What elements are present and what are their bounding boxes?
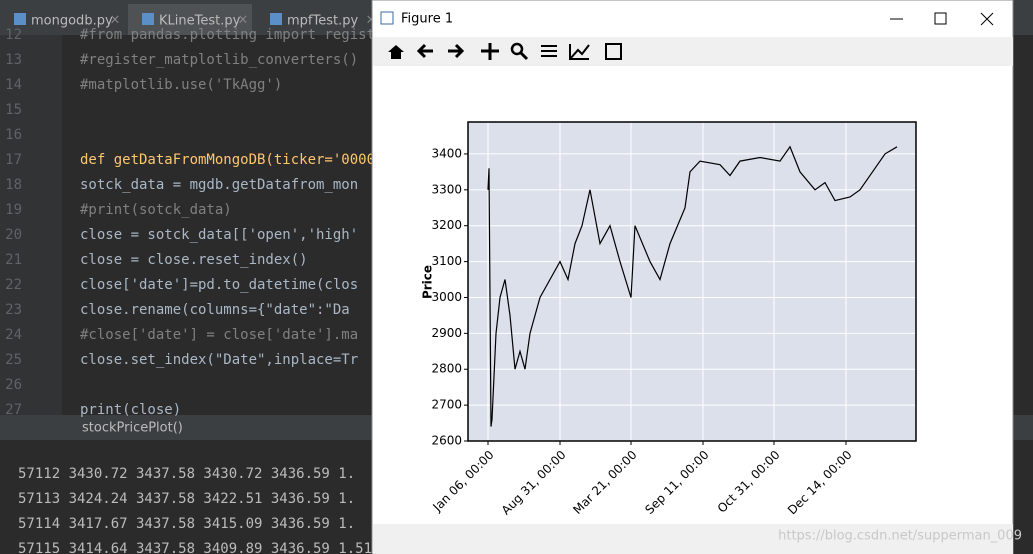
line-number: 18 bbox=[5, 177, 22, 193]
status-bar bbox=[373, 524, 1013, 554]
line-number: 23 bbox=[5, 302, 22, 318]
line-number: 13 bbox=[5, 52, 22, 68]
y-tick-label: 3100 bbox=[431, 254, 462, 268]
pan-button[interactable] bbox=[481, 43, 499, 60]
line-number: 19 bbox=[5, 202, 22, 218]
y-axis-label: Price bbox=[421, 265, 435, 299]
code-line: print(close) bbox=[80, 402, 181, 418]
code-line: #close['date'] = close['date'].ma bbox=[80, 327, 358, 343]
maximize-button[interactable] bbox=[934, 12, 947, 25]
line-number: 24 bbox=[5, 327, 22, 343]
close-button[interactable] bbox=[980, 12, 994, 26]
y-tick-label: 3400 bbox=[431, 146, 462, 160]
breadcrumb: stockPricePlot() bbox=[82, 421, 183, 436]
code-line: close['date']=pd.to_datetime(clos bbox=[80, 277, 358, 293]
tab-icon bbox=[270, 13, 282, 25]
tab-close: × bbox=[110, 13, 121, 28]
code-line: def getDataFromMongoDB(ticker='00000 bbox=[80, 152, 383, 168]
tab-label: KLineTest.py bbox=[159, 14, 241, 29]
line-number: 21 bbox=[5, 252, 22, 268]
window-title: Figure 1 bbox=[401, 12, 453, 27]
line-number: 15 bbox=[5, 102, 22, 118]
line-number: 26 bbox=[5, 377, 22, 393]
line-number: 20 bbox=[5, 227, 22, 243]
y-tick-label: 3000 bbox=[431, 290, 462, 304]
y-tick-label: 3200 bbox=[431, 218, 462, 232]
code-line: #from pandas.plotting import register bbox=[80, 27, 392, 43]
code-line: #matplotlib.use('TkAgg') bbox=[80, 77, 282, 93]
tab-label: mpfTest.py bbox=[287, 14, 358, 29]
y-tick-label: 2900 bbox=[431, 326, 462, 340]
line-number: 12 bbox=[5, 27, 22, 43]
line-number: 25 bbox=[5, 352, 22, 368]
y-tick-label: 2700 bbox=[431, 398, 462, 412]
tab-icon bbox=[14, 13, 26, 25]
y-tick-label: 2800 bbox=[431, 362, 462, 376]
toolbar bbox=[373, 37, 1013, 66]
axes-frame bbox=[467, 121, 917, 442]
plot-area bbox=[468, 122, 916, 441]
line-number: 27 bbox=[5, 402, 22, 418]
console-row: 57115 3414.64 3437.58 3409.89 3436.59 1.… bbox=[18, 541, 439, 554]
console-row: 57113 3424.24 3437.58 3422.51 3436.59 1. bbox=[18, 491, 355, 507]
code-line: #print(sotck_data) bbox=[80, 202, 232, 218]
gutter bbox=[0, 35, 62, 415]
watermark: https://blog.csdn.net/supperman_009 bbox=[778, 529, 1022, 544]
back-button[interactable] bbox=[416, 43, 433, 59]
console-row: 57112 3430.72 3437.58 3430.72 3436.59 1. bbox=[18, 466, 355, 482]
price-line bbox=[487, 145, 898, 427]
y-tick-label: 3300 bbox=[431, 182, 462, 196]
subplots-button[interactable] bbox=[541, 45, 557, 57]
zoom-button[interactable] bbox=[510, 42, 529, 61]
axes-button[interactable] bbox=[569, 44, 590, 60]
code-line: close = sotck_data[['open','high' bbox=[80, 227, 358, 243]
tab-label: mongodb.py bbox=[31, 14, 113, 29]
line-number: 16 bbox=[5, 127, 22, 143]
save-button[interactable] bbox=[605, 43, 622, 60]
figure-window: Figure 1 Price 2600 2700 2800 2900 3000 3100 3… bbox=[371, 0, 1014, 554]
forward-button[interactable] bbox=[448, 43, 465, 59]
y-tick-label: 2600 bbox=[431, 434, 462, 448]
code-line: sotck_data = mgdb.getDatafrom_mon bbox=[80, 177, 358, 193]
tab-close: × bbox=[366, 13, 377, 28]
home-button[interactable] bbox=[388, 45, 404, 59]
line-number: 14 bbox=[5, 77, 22, 93]
code-line: close = close.reset_index() bbox=[80, 252, 308, 268]
console-row: 57114 3417.67 3437.58 3415.09 3436.59 1. bbox=[18, 516, 355, 532]
code-line: #register_matplotlib_converters() bbox=[80, 52, 358, 68]
code-line: close.set_index("Date",inplace=Tr bbox=[80, 352, 358, 368]
tab-icon bbox=[142, 13, 154, 25]
line-number: 17 bbox=[5, 152, 22, 168]
line-number: 22 bbox=[5, 277, 22, 293]
window-icon bbox=[380, 11, 394, 25]
tab-close: × bbox=[238, 13, 249, 28]
code-line: close.rename(columns={"date":"Da bbox=[80, 302, 350, 318]
